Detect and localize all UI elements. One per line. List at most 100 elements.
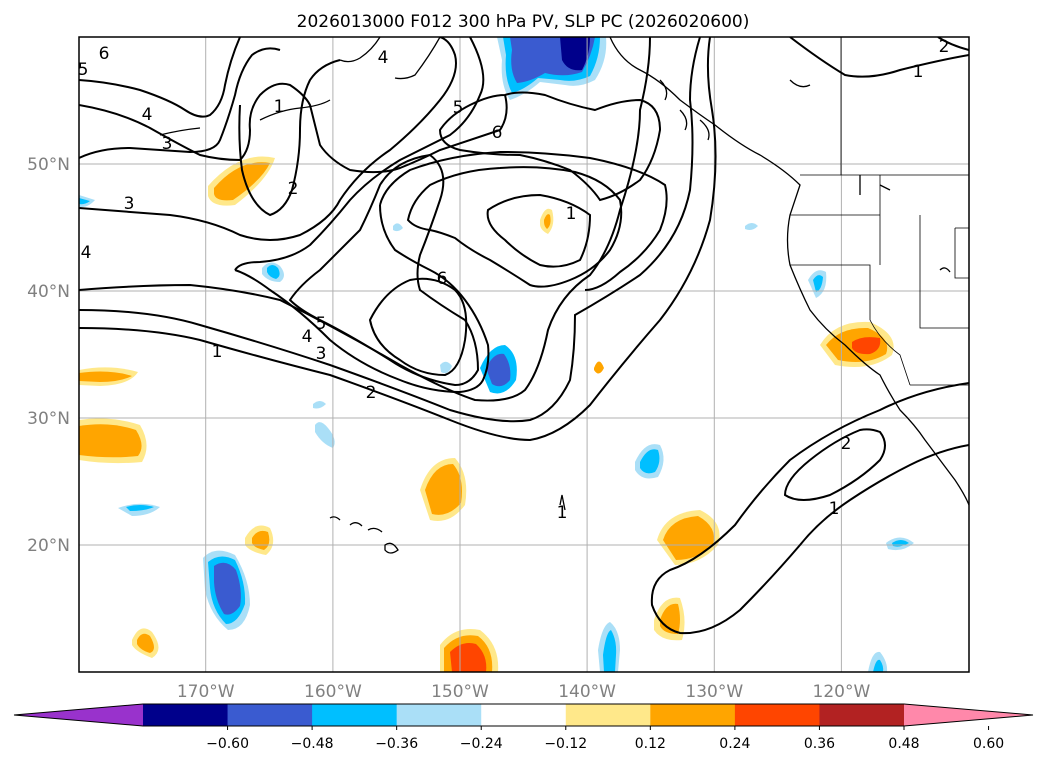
slp-contour-2-west — [783, 428, 886, 501]
lat-tick-labels: 50°N 40°N 30°N 20°N — [27, 155, 70, 556]
contour-label: 1 — [557, 503, 568, 523]
colorbar-outline — [13, 703, 1034, 727]
colorbar: −0.60 −0.48 −0.36 −0.24 −0.12 0.12 0.24 0.36 0.4… — [13, 703, 1034, 752]
contour-label: 1 — [274, 97, 285, 117]
contour-label: 2 — [366, 383, 377, 403]
colorbar-bin — [734, 704, 820, 726]
pv-negative-patch — [315, 422, 335, 448]
pv-negative-patch — [214, 562, 241, 615]
slp-contour-3 — [79, 37, 457, 241]
slp-contour-1 — [79, 37, 717, 442]
slp-contours — [79, 37, 969, 635]
slp-contour-2 — [238, 59, 341, 217]
pv-negative-patch — [603, 630, 617, 672]
pv-positive-patch — [79, 424, 142, 458]
colorbar-tick-label: 0.12 — [635, 736, 666, 752]
contour-label: 4 — [378, 48, 389, 68]
lat-tick-label: 50°N — [27, 155, 70, 175]
colorbar-tick-label: 0.48 — [888, 736, 919, 752]
pv-negative-patch — [79, 198, 90, 205]
contour-label: 5 — [453, 98, 464, 118]
pv-negative-patch — [560, 37, 590, 71]
colorbar-bin — [312, 704, 398, 726]
colorbar-tick-label: 0.60 — [973, 736, 1004, 752]
lon-tick-labels: 170°W 160°W 150°W 140°W 130°W 120°W — [177, 682, 871, 702]
colorbar-bin — [143, 704, 229, 726]
pv-positive-patch — [544, 214, 551, 229]
colorbar-extend-high — [904, 704, 1033, 726]
slp-contour-1-labelled — [789, 37, 969, 78]
lon-tick-label: 120°W — [813, 682, 871, 702]
pv-positive-patch — [79, 371, 132, 382]
colorbar-tick-label: −0.12 — [544, 736, 587, 752]
pv-negative-patch — [486, 353, 511, 387]
contour-label: 2 — [939, 37, 950, 57]
pv-negative-patch — [313, 401, 326, 409]
colorbar-bin — [227, 704, 313, 726]
lon-tick-label: 160°W — [304, 682, 362, 702]
slp-contour-2-inner — [406, 166, 623, 288]
colorbar-tick-label: 0.36 — [804, 736, 835, 752]
pv-negative-patch — [813, 275, 823, 292]
map-frame — [78, 36, 970, 673]
contour-labels: 6 4 3 3 4 5 6 2 1 1 6 5 4 3 1 2 1 2 1 1 — [78, 37, 950, 523]
colorbar-tick-label: −0.48 — [291, 736, 334, 752]
pv-positive-patch — [214, 162, 270, 201]
pv-negative-patch — [393, 223, 403, 232]
slp-contour-5 — [79, 82, 508, 174]
contour-label: 4 — [142, 105, 153, 125]
colorbar-extend-low — [14, 704, 143, 726]
colorbar-bin — [565, 704, 651, 726]
pv-negative-patch — [267, 265, 280, 279]
contour-label: 6 — [492, 123, 503, 143]
pv-negative-patch — [440, 361, 452, 374]
pv-positive-patch — [663, 516, 714, 560]
slp-contour-1-labelled — [937, 37, 969, 51]
contour-label: 1 — [212, 342, 223, 362]
contour-label: 3 — [162, 134, 173, 154]
colorbar-bin — [650, 704, 736, 726]
contour-label: 3 — [124, 194, 135, 214]
contour-label: 4 — [81, 243, 92, 263]
lat-tick-label: 20°N — [27, 536, 70, 556]
chart-title: 2026013000 F012 300 hPa PV, SLP PC (2026… — [297, 12, 750, 32]
contour-label: 2 — [288, 179, 299, 199]
slp-contour-1-west — [650, 382, 969, 635]
contour-label: 6 — [437, 269, 448, 289]
colorbar-tick-label: −0.24 — [460, 736, 503, 752]
slp-contour-1 — [79, 37, 701, 423]
slp-contour-6-main — [368, 277, 468, 377]
contour-label: 3 — [316, 344, 327, 364]
pv-negative-patch — [640, 449, 660, 474]
pv-positive-patch — [594, 361, 604, 374]
pv-negative-patch — [873, 659, 884, 672]
lon-tick-label: 170°W — [177, 682, 235, 702]
pv-positive-patch — [852, 337, 881, 355]
colorbar-tick-label: −0.60 — [206, 736, 249, 752]
slp-contour-6-north — [438, 91, 662, 202]
contour-label: 2 — [841, 434, 852, 454]
lat-tick-label: 30°N — [27, 409, 70, 429]
contour-label: 1 — [566, 204, 577, 224]
pv-positive-patch — [425, 464, 462, 515]
slp-contour-2 — [79, 37, 651, 402]
contour-label: 6 — [99, 44, 110, 64]
colorbar-bin — [481, 704, 567, 726]
pv-negative-patch — [126, 505, 154, 511]
colorbar-bin — [396, 704, 482, 726]
contour-label: 5 — [316, 314, 327, 334]
contour-label: 1 — [829, 499, 840, 519]
pv-positive-patch — [137, 633, 154, 653]
pv-positive-patch — [450, 643, 487, 672]
slp-contour-3-inner — [379, 150, 668, 291]
contour-label: 5 — [78, 60, 89, 80]
colorbar-bin — [819, 704, 905, 726]
slp-contour-3 — [79, 47, 281, 159]
lon-tick-label: 150°W — [431, 682, 489, 702]
slp-contour-4 — [234, 37, 485, 271]
slp-contour-1-inner — [486, 193, 592, 268]
pv-negative-patch — [745, 223, 758, 230]
contour-label: 1 — [913, 62, 924, 82]
contour-label: 4 — [302, 327, 313, 347]
